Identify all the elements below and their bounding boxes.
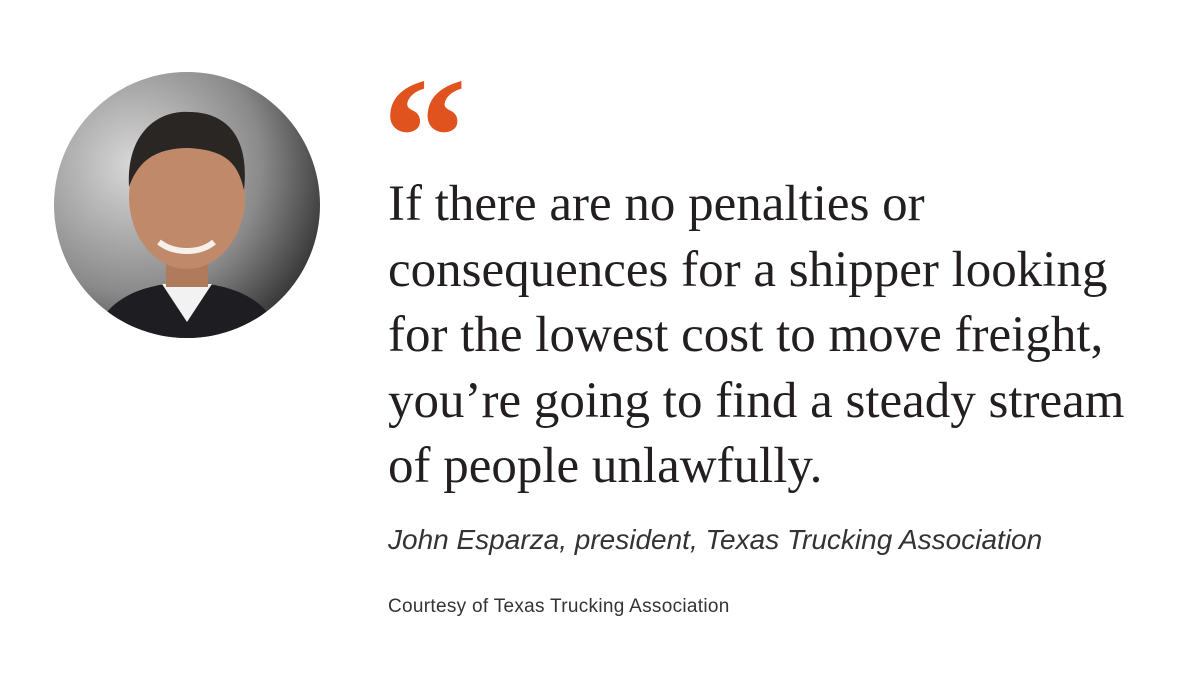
quote-line: you’re going to find a steady stream — [388, 372, 1125, 429]
quote-mark: “ — [382, 43, 467, 231]
photo-credit: Courtesy of Texas Trucking Association — [388, 596, 730, 617]
quote-text: If there are no penalties or consequence… — [388, 172, 1124, 500]
portrait — [54, 72, 320, 338]
quote-line: of people unlawfully. — [388, 438, 823, 494]
attribution: John Esparza, president, Texas Trucking … — [388, 524, 1043, 555]
quote-line: consequences for a shipper looking — [388, 241, 1108, 298]
quote-line: If there are no penalties or — [388, 176, 925, 232]
quote-line: for the lowest cost to move freight, — [388, 307, 1104, 363]
